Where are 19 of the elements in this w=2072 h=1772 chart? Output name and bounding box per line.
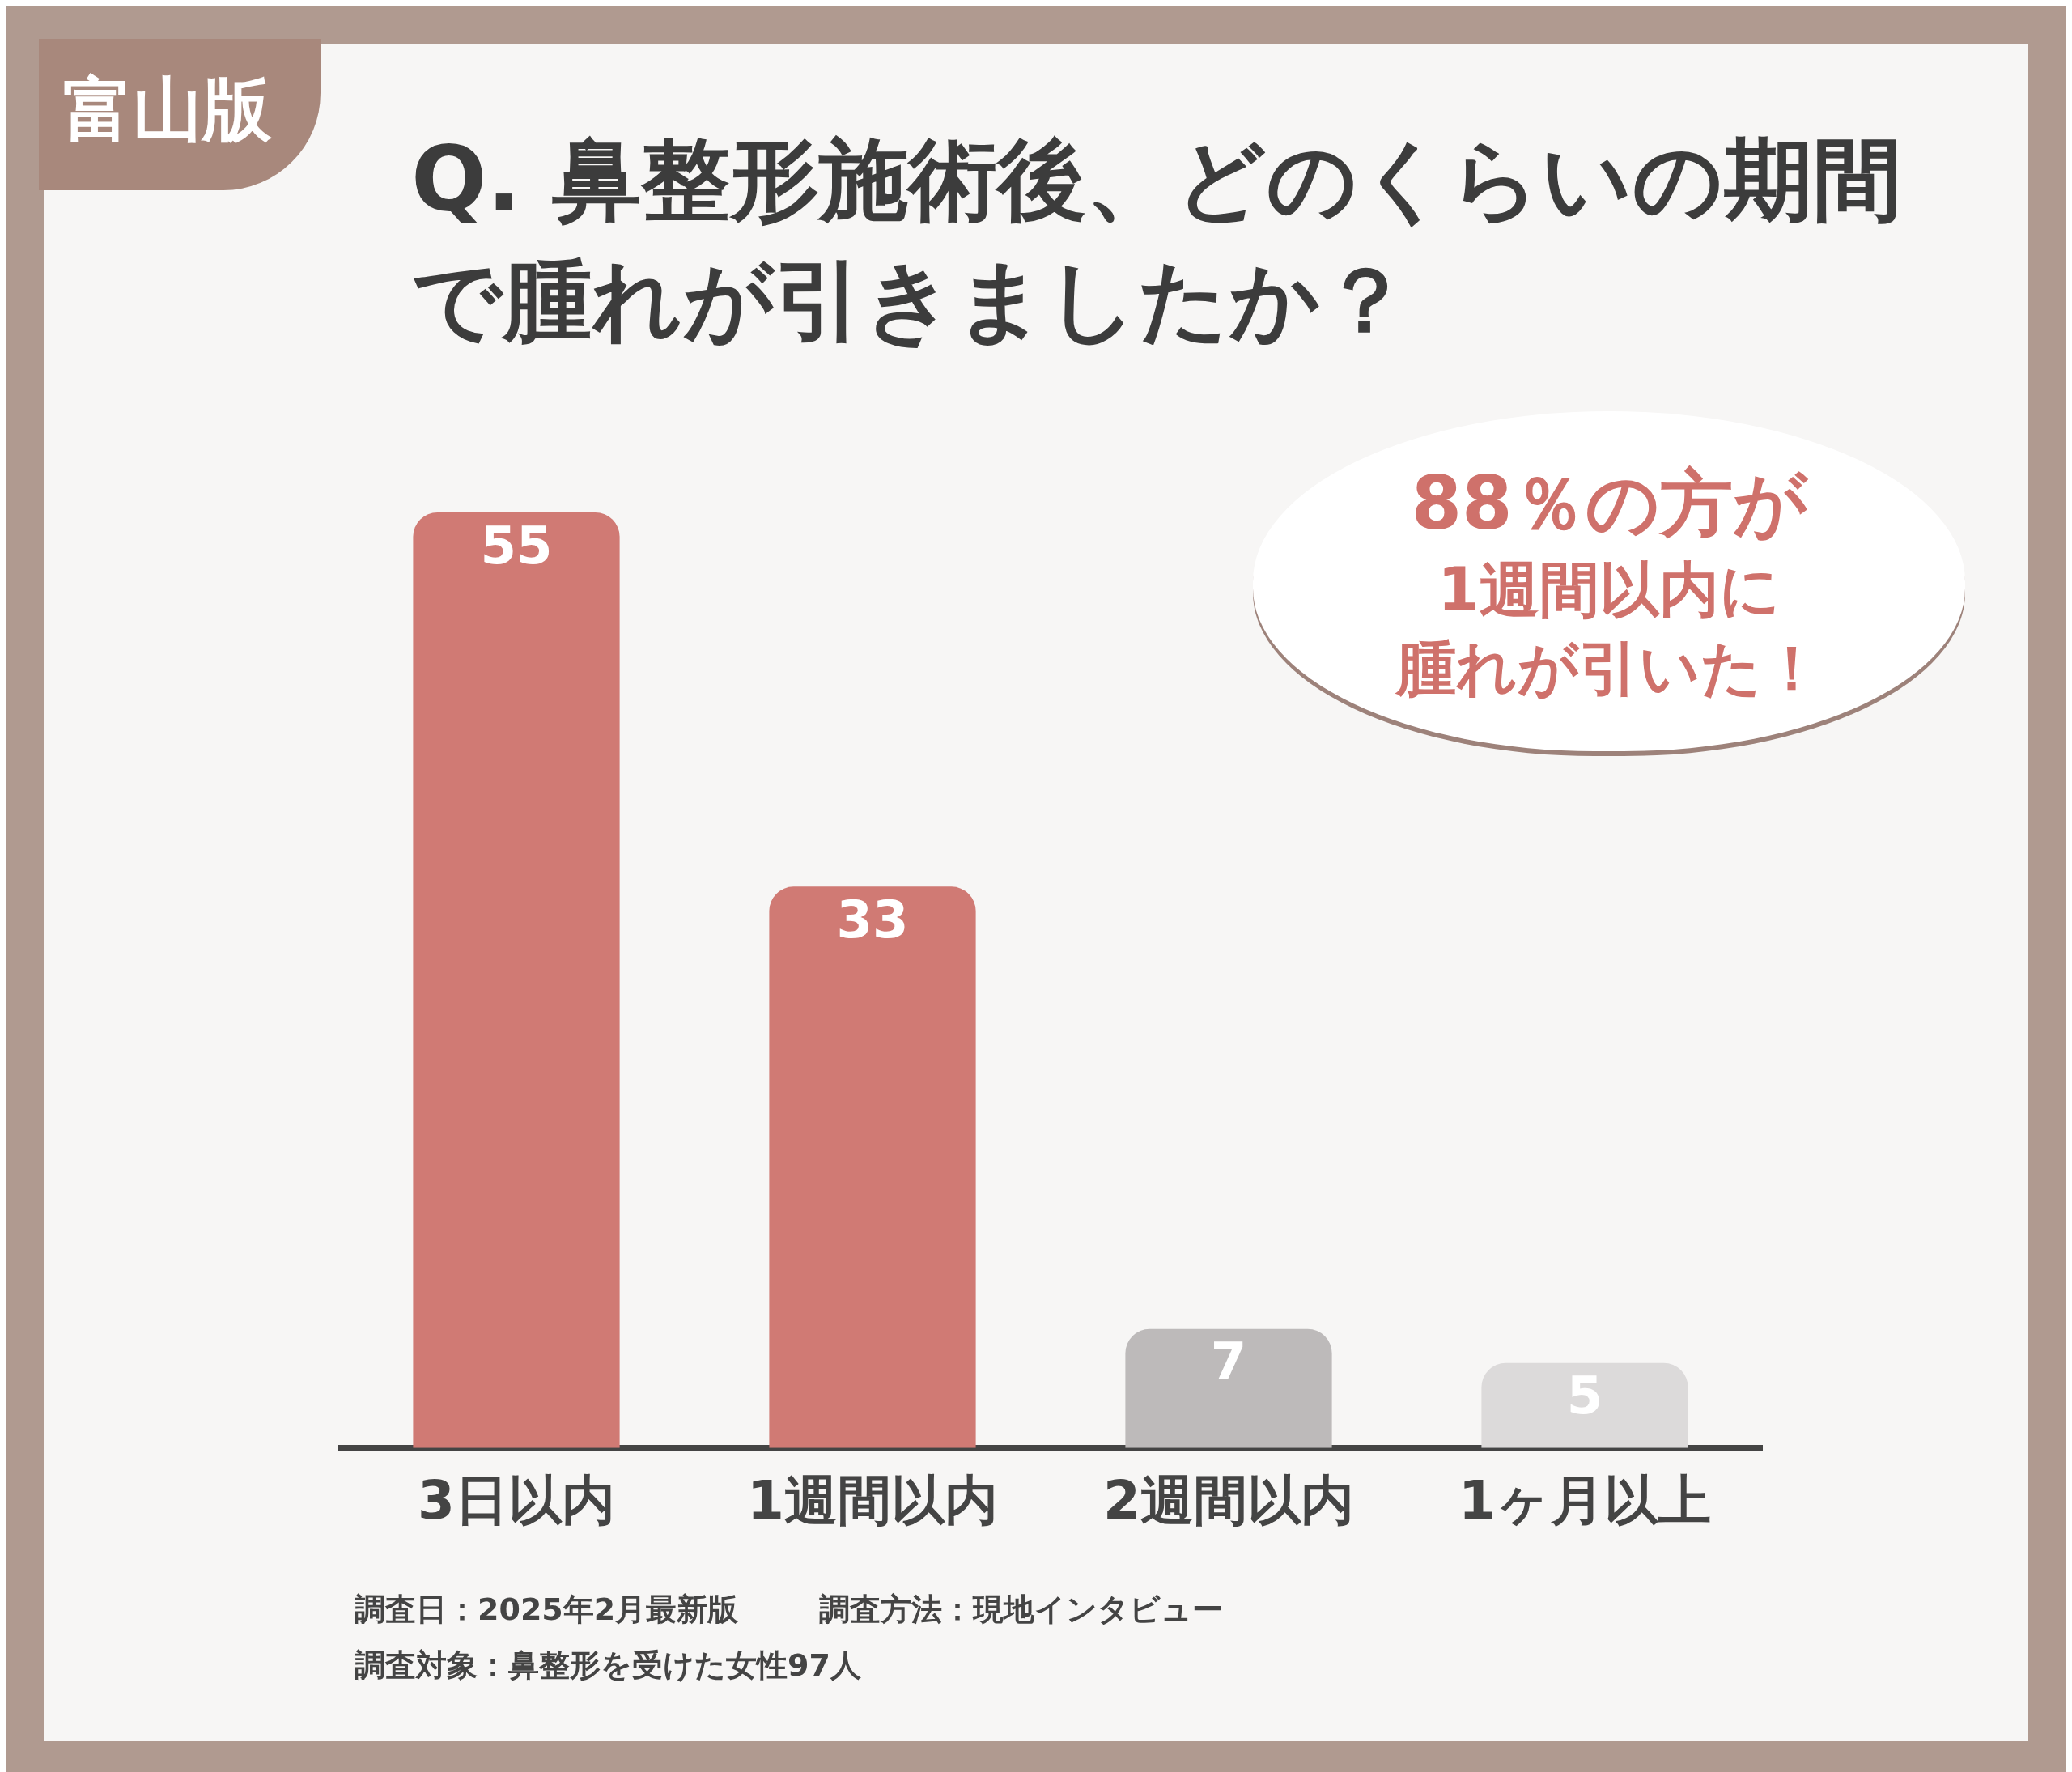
bar xyxy=(413,512,620,1448)
x-tick-label: 1ヶ月以上 xyxy=(1458,1468,1711,1532)
text: 調査対象：鼻整形を受けた女性97人 xyxy=(355,1647,861,1685)
chart-subtitle: 富山版 xyxy=(39,39,321,190)
annotation: 88％の方が xyxy=(1411,460,1807,548)
data-label: 33 xyxy=(836,889,909,950)
data-label: 7 xyxy=(1210,1332,1247,1392)
bar xyxy=(1125,1328,1332,1448)
text: 調査方法：現地インタビュー xyxy=(819,1591,1224,1629)
bar xyxy=(769,886,976,1448)
annotation: 腫れが引いた！ xyxy=(1396,631,1822,704)
x-tick-label: 3日以内 xyxy=(418,1468,615,1532)
bar xyxy=(1481,1362,1688,1448)
x-tick-label: 1週間以内 xyxy=(747,1468,998,1532)
annotation: 1週間以内に xyxy=(1437,554,1781,627)
data-label: 55 xyxy=(480,515,553,576)
chart-title: Q. 鼻整形施術後、どのくらいの期間で腫れが引きましたか？ xyxy=(411,127,1903,354)
x-tick-label: 2週間以内 xyxy=(1103,1468,1354,1532)
text: 調査日：2025年2月最新版 xyxy=(355,1591,739,1629)
